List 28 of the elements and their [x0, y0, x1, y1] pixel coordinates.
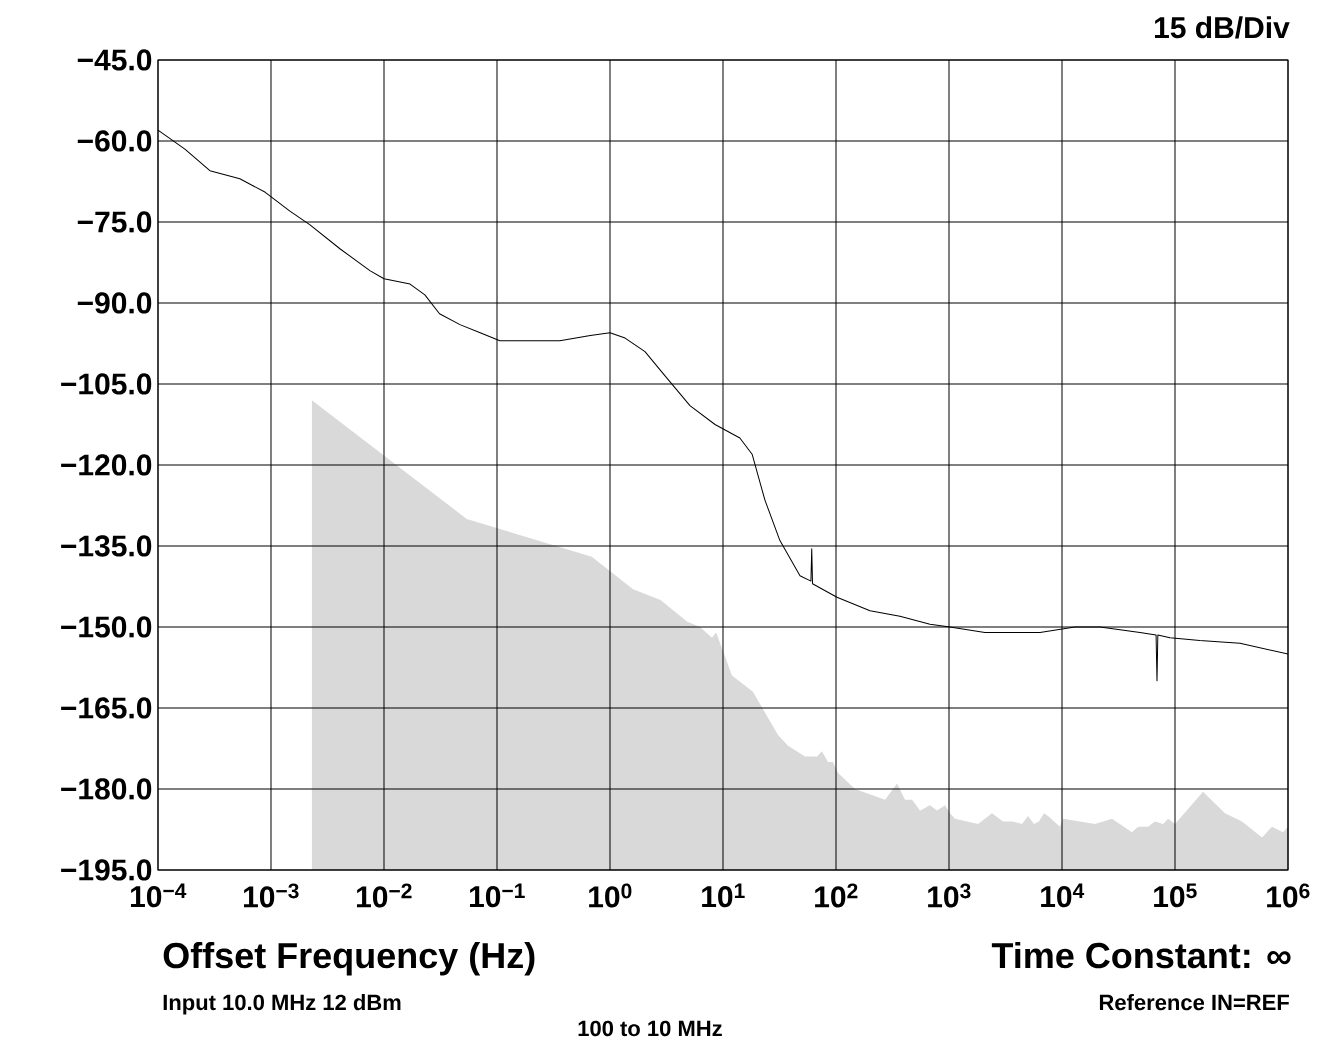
x-tick-label: 10$^{−1}$	[469, 883, 525, 908]
text: Input 10.0 MHz 12 dBm	[163, 994, 401, 1015]
y-tick-label: −165.0	[61, 697, 152, 719]
y-tick-label: −150.0	[61, 616, 152, 638]
x-tick-label: 10$^{3}$	[928, 883, 971, 908]
y-tick-label: −75.0	[77, 211, 152, 233]
x-tick-label: 10$^{6}$	[1267, 883, 1310, 908]
y-tick-label: −60.0	[77, 130, 152, 152]
y-tick-label: −195.0	[61, 859, 152, 881]
y-tick-label: −180.0	[61, 778, 152, 800]
y-tick-label: −120.0	[61, 454, 152, 476]
x-tick-label: 10$^{0}$	[589, 883, 632, 908]
x-tick-label: 10$^{2}$	[815, 883, 858, 908]
y-tick-label: −135.0	[61, 535, 152, 557]
x-tick-label: 10$^{5}$	[1154, 883, 1197, 908]
text: 100 to 10 MHz	[578, 1020, 722, 1037]
text: Time Constant: ∞	[991, 941, 1291, 969]
y-tick-label: −105.0	[61, 373, 152, 395]
y-tick-label: −45.0	[77, 49, 152, 71]
x-axis-title: Offset Frequency (Hz)	[163, 941, 535, 976]
text: 15 dB/Div	[1154, 16, 1290, 39]
x-tick-label: 10$^{−3}$	[243, 883, 299, 908]
x-tick-label: 10$^{4}$	[1041, 883, 1085, 908]
x-tick-label: 10$^{−2}$	[356, 883, 412, 908]
x-tick-label: 10$^{−4}$	[130, 883, 187, 908]
y-tick-label: −90.0	[77, 292, 152, 314]
x-tick-label: 10$^{1}$	[702, 883, 745, 908]
text: Reference IN=REF	[1099, 994, 1289, 1011]
